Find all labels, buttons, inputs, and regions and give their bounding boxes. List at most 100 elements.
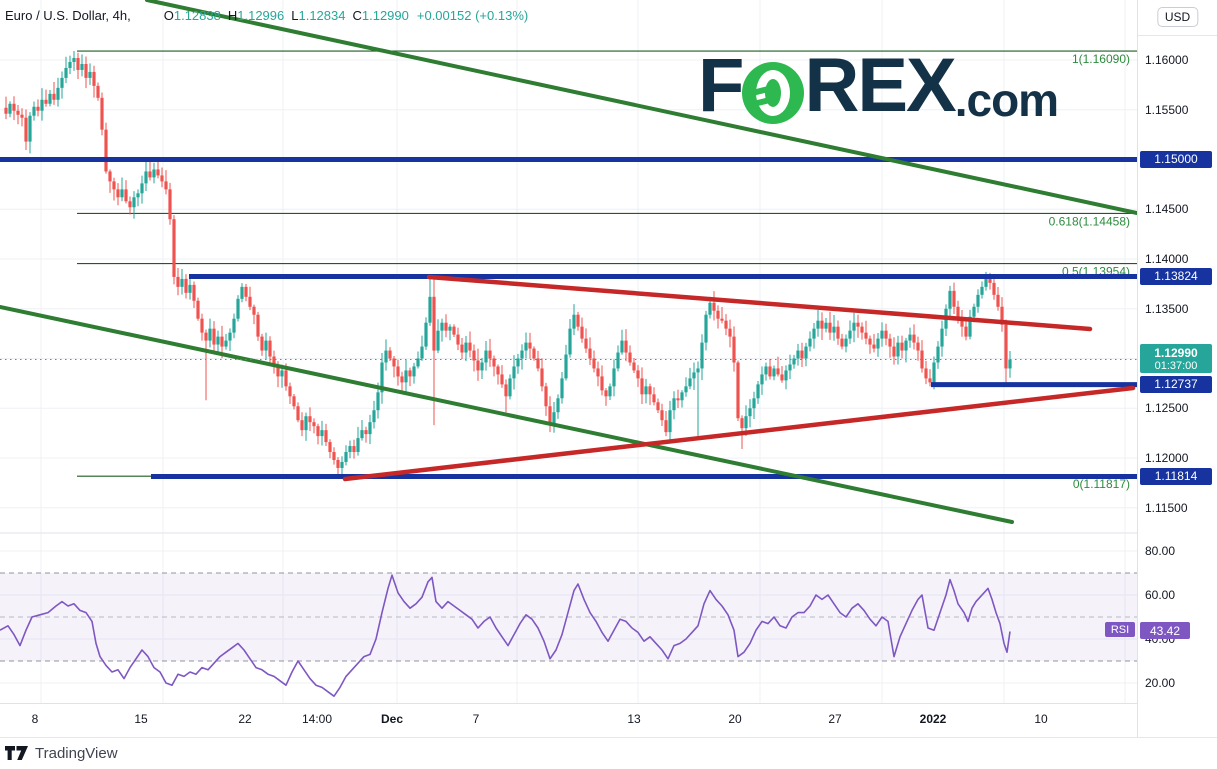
candle — [12, 103, 16, 111]
candle — [28, 115, 32, 142]
candle — [572, 314, 576, 329]
symbol-title: Euro / U.S. Dollar, 4h, — [5, 8, 131, 23]
ohlc-value: 1.12996 — [237, 8, 285, 23]
candle — [788, 364, 792, 371]
candle — [536, 358, 540, 369]
candle — [340, 461, 344, 468]
candle — [508, 378, 512, 397]
candle — [836, 326, 840, 339]
candle — [516, 358, 520, 367]
candle — [948, 290, 952, 309]
candle — [600, 376, 604, 391]
candle — [824, 322, 828, 329]
candle — [492, 358, 496, 367]
candle — [344, 452, 348, 462]
candle — [592, 358, 596, 369]
candle — [712, 302, 716, 311]
candle — [216, 336, 220, 345]
candle — [748, 408, 752, 417]
time-axis[interactable]: 8 15 22 14:00 Dec 7 13 20 27 2022 10 — [0, 703, 1137, 737]
candle — [108, 171, 112, 182]
price-axis-label: 1.14500 — [1145, 202, 1189, 217]
candle — [796, 350, 800, 359]
candle — [780, 374, 784, 381]
time-axis-label: 10 — [1034, 712, 1048, 726]
candle — [48, 93, 52, 104]
candle — [460, 344, 464, 353]
candle — [936, 346, 940, 363]
candle — [724, 320, 728, 329]
candle — [288, 386, 292, 397]
attribution-text[interactable]: TradingView — [35, 745, 118, 762]
candle — [880, 330, 884, 339]
candle — [200, 318, 204, 333]
candle — [876, 338, 880, 349]
candle — [768, 366, 772, 377]
candle — [864, 332, 868, 339]
candle — [912, 334, 916, 343]
price-axis[interactable]: USD 1.16000 1.15500 1.14500 1.14000 1.13500 1… — [1137, 0, 1217, 737]
candle — [396, 366, 400, 377]
candle — [176, 276, 180, 287]
price-axis-label: 1.15500 — [1145, 102, 1189, 117]
candle — [68, 61, 72, 68]
candle — [756, 384, 760, 399]
price-level-badge: 1.12737 — [1140, 375, 1212, 393]
candle — [908, 334, 912, 341]
candle — [412, 366, 416, 377]
candle — [284, 370, 288, 387]
candle — [16, 110, 20, 115]
candle — [52, 93, 56, 100]
candle — [640, 378, 644, 395]
chart-canvas[interactable]: 1(1.16090) 0.618(1.14458) 0.5(1.13954) 0(1.… — [0, 0, 1137, 737]
candle — [8, 103, 12, 114]
candle — [940, 328, 944, 347]
candle — [984, 278, 988, 287]
candle — [232, 318, 236, 333]
candle — [760, 374, 764, 385]
candle — [256, 314, 260, 337]
candle — [732, 336, 736, 363]
axis-separator — [1138, 35, 1217, 36]
candle — [504, 384, 508, 397]
candle — [336, 459, 340, 468]
candle — [296, 406, 300, 421]
fib-label-0: 0(1.11817) — [1073, 477, 1130, 491]
candle — [388, 350, 392, 359]
candle — [896, 342, 900, 357]
candle — [268, 340, 272, 357]
candle — [496, 366, 500, 375]
candle — [432, 296, 436, 351]
candle — [700, 342, 704, 369]
candle — [672, 398, 676, 411]
candle — [172, 219, 176, 277]
candle — [488, 350, 492, 359]
price-chart[interactable]: 1(1.16090)0.618(1.14458)0.5(1.13954)0(1.… — [0, 0, 1137, 737]
candle — [444, 322, 448, 331]
candle — [420, 346, 424, 359]
candle — [828, 322, 832, 333]
candle — [440, 322, 444, 331]
candle — [680, 392, 684, 401]
candle — [992, 282, 996, 295]
candle — [60, 77, 64, 88]
candle — [548, 406, 552, 425]
candle — [356, 438, 360, 453]
candle — [968, 316, 972, 337]
time-axis-label: 13 — [627, 712, 641, 726]
candle — [392, 358, 396, 367]
fib-label-0.618: 0.618(1.14458) — [1049, 214, 1130, 228]
candle — [556, 398, 560, 413]
time-axis-label: 22 — [238, 712, 252, 726]
candle — [424, 322, 428, 347]
candle — [208, 328, 212, 341]
currency-button[interactable]: USD — [1156, 7, 1199, 27]
tradingview-logo-icon[interactable] — [5, 746, 29, 761]
forex-letters-rex: REX — [804, 43, 956, 128]
candle — [772, 368, 776, 377]
forex-letter-f: F — [698, 43, 744, 128]
candle — [892, 346, 896, 357]
candle — [248, 296, 252, 307]
candle — [20, 114, 24, 118]
candle — [884, 330, 888, 339]
